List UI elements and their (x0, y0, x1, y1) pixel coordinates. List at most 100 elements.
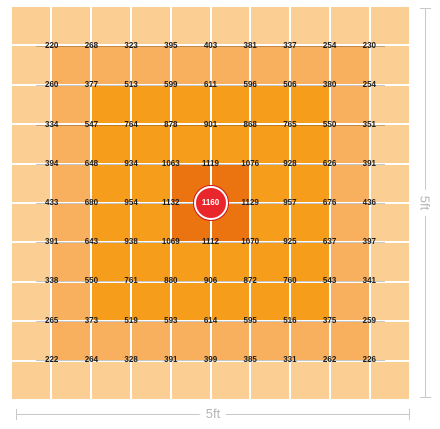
heatmap-tile (131, 282, 170, 321)
measurement-value: 395 (164, 41, 178, 51)
heatmap-tile (91, 361, 130, 399)
heatmap-tile (331, 243, 370, 281)
heatmap-tile (371, 282, 409, 321)
measurement-value: 637 (322, 237, 337, 247)
heatmap-tile (251, 204, 290, 242)
measurement-guide-line (35, 46, 386, 48)
heatmap-tile (51, 125, 90, 163)
heatmap-tile (291, 164, 330, 202)
center-highlight-marker (193, 186, 228, 220)
measurement-value: 676 (322, 198, 337, 207)
heatmap-tile (131, 46, 170, 84)
measurement-value: 550 (322, 119, 337, 129)
heatmap-tile (51, 46, 90, 84)
heatmap-tile (211, 361, 250, 399)
heatmap-tile (12, 204, 50, 242)
heatmap-tile (12, 7, 50, 45)
measurement-value: 337 (283, 41, 297, 51)
measurement-guide-line (35, 85, 386, 87)
height-dimension-tick-bottom (420, 397, 431, 398)
measurement-value: 403 (203, 41, 218, 51)
heatmap-tile (211, 46, 250, 84)
measurement-value: 260 (45, 80, 59, 90)
heatmap-tile (51, 7, 90, 45)
heatmap-tile (211, 7, 250, 45)
heatmap-tile (251, 125, 290, 163)
heatmap-tile (291, 125, 330, 163)
heatmap-tile (12, 85, 50, 124)
measurement-value: 397 (362, 237, 376, 247)
heatmap-tile (91, 243, 130, 281)
heatmap-tile (91, 125, 130, 163)
measurement-value: 399 (203, 354, 218, 364)
width-dimension: 5ft (16, 405, 410, 423)
measurement-guide-line (35, 242, 386, 244)
measurement-value: 599 (164, 80, 178, 90)
heatmap-tile (291, 204, 330, 242)
heatmap-tile (171, 7, 210, 45)
measurement-value: 550 (84, 276, 99, 286)
measurement-value: 433 (45, 198, 59, 207)
heatmap-tile (51, 164, 90, 202)
heatmap-tile (171, 361, 210, 399)
measurement-value: 957 (283, 198, 297, 207)
measurement-value: 254 (362, 80, 376, 90)
measurement-value: 259 (362, 315, 376, 325)
heatmap-tile (211, 322, 250, 360)
heatmap-tile (251, 164, 290, 202)
measurement-value: 954 (124, 198, 138, 207)
heatmap-tile (51, 282, 90, 321)
measurement-value: 338 (45, 276, 59, 286)
measurement-value: 222 (45, 354, 59, 364)
measurement-value: 1070 (241, 237, 260, 247)
measurement-value: 595 (243, 315, 257, 325)
heatmap-tile (251, 243, 290, 281)
measurement-value: 901 (203, 119, 218, 129)
heatmap-tile (131, 164, 170, 202)
measurement-value: 381 (243, 41, 257, 51)
height-dimension-tick-top (420, 8, 431, 9)
heatmap-tile (331, 125, 370, 163)
heatmap-tile (171, 282, 210, 321)
measurement-value: 872 (243, 276, 257, 286)
heatmap-tile (171, 243, 210, 281)
heatmap-tile (171, 46, 210, 84)
heatmap-tile (291, 7, 330, 45)
measurement-value: 643 (84, 237, 99, 247)
measurement-value: 938 (124, 237, 138, 247)
heatmap-tile (131, 7, 170, 45)
heatmap-tile (91, 7, 130, 45)
heatmap-tile (171, 322, 210, 360)
heatmap-tile (251, 322, 290, 360)
heatmap-tile (291, 282, 330, 321)
measurement-value: 593 (164, 315, 178, 325)
measurement-value: 761 (124, 276, 138, 286)
heatmap-tile (91, 282, 130, 321)
heatmap-tile (251, 282, 290, 321)
measurement-value: 254 (322, 41, 337, 51)
heatmap-tile (171, 85, 210, 124)
measurement-value: 264 (84, 354, 99, 364)
heatmap-tile (211, 243, 250, 281)
heatmap-tile (371, 125, 409, 163)
measurement-value: 373 (84, 315, 99, 325)
measurement-value: 1119 (202, 158, 219, 168)
heatmap-tile (131, 204, 170, 242)
heatmap-tile (331, 282, 370, 321)
heatmap-tile (331, 204, 370, 242)
heatmap-tile (91, 164, 130, 202)
measurement-value: 385 (243, 354, 257, 364)
heatmap-tile (291, 322, 330, 360)
height-dimension: 5ft (415, 8, 435, 398)
measurement-value: 328 (124, 354, 138, 364)
heatmap-tile (371, 46, 409, 84)
measurement-value: 925 (283, 237, 297, 247)
heatmap-tile (331, 322, 370, 360)
heatmap-tile (291, 85, 330, 124)
heatmap-tile (131, 85, 170, 124)
heatmap-tile (12, 282, 50, 321)
heatmap-tile (331, 164, 370, 202)
heatmap-tile (91, 322, 130, 360)
heatmap-tile (251, 7, 290, 45)
measurement-value: 626 (322, 158, 337, 168)
